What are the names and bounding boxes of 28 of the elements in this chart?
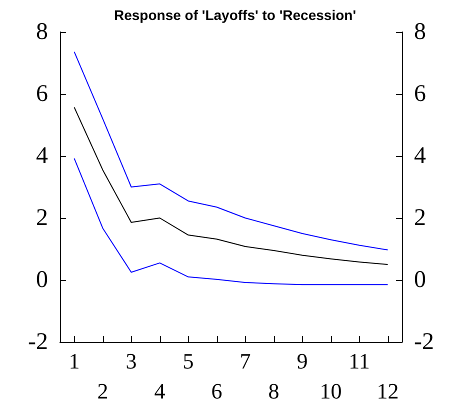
- x-tick-label: 11: [348, 348, 370, 374]
- x-tick-label: 9: [296, 348, 308, 374]
- x-tick-label: 7: [240, 348, 251, 374]
- y2-tick-label: -2: [414, 329, 434, 355]
- x-tick-label: 5: [182, 348, 194, 374]
- x-tick-label: 4: [154, 378, 166, 404]
- y2-tick-label: 4: [414, 143, 426, 169]
- y-tick-label: 0: [36, 267, 48, 293]
- x-tick-label: 2: [97, 378, 108, 404]
- x-tick-label: 8: [268, 378, 280, 404]
- y2-tick-label: 8: [414, 19, 426, 45]
- line-series: [74, 51, 388, 250]
- line-series: [74, 106, 388, 265]
- y-tick-label: 6: [36, 81, 48, 107]
- y-tick-label: -2: [28, 329, 48, 355]
- y2-tick-label: 2: [414, 205, 426, 231]
- y2-tick-label: 6: [414, 81, 426, 107]
- y-tick-label: 8: [36, 19, 48, 45]
- y2-tick-label: 0: [414, 267, 426, 293]
- x-tick-label: 3: [126, 348, 137, 374]
- x-tick-label: 1: [68, 348, 80, 374]
- y-tick-label: 4: [36, 143, 48, 169]
- x-tick-label: 6: [211, 378, 222, 404]
- x-tick-label: 10: [320, 378, 342, 404]
- y-tick-label: 2: [36, 205, 48, 231]
- line-series: [74, 158, 388, 286]
- x-tick-label: 12: [376, 378, 399, 404]
- chart-title: Response of 'Layoffs' to 'Recession': [114, 7, 356, 23]
